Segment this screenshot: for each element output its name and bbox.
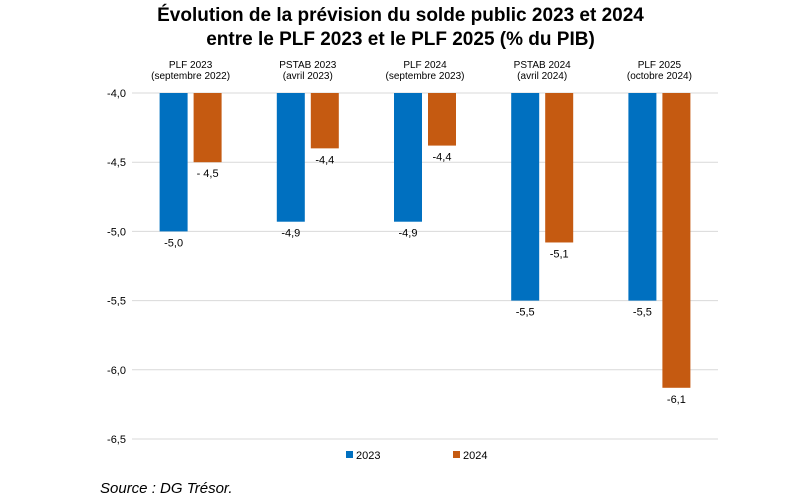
bar-2023	[628, 93, 657, 301]
category-label: (septembre 2022)	[151, 71, 230, 82]
data-label-2024: -4,4	[433, 152, 452, 164]
bar-2024	[310, 93, 339, 149]
category-label: PLF 2023	[169, 60, 213, 71]
data-label-2024: - 4,5	[197, 168, 219, 180]
legend-swatch-2024	[453, 451, 460, 458]
data-label-2023: -5,5	[633, 307, 652, 319]
y-tick-label: -4,5	[107, 157, 126, 169]
source-note: Source : DG Trésor.	[100, 480, 233, 497]
category-label: PLF 2024	[403, 60, 447, 71]
y-tick-label: -6,0	[107, 365, 126, 377]
bar-2024	[545, 93, 574, 243]
legend-swatch-2023	[346, 451, 353, 458]
category-label: (avril 2023)	[283, 71, 333, 82]
legend-label-2024: 2024	[463, 450, 487, 462]
data-label-2023: -4,9	[281, 228, 300, 240]
legend-label-2023: 2023	[356, 450, 380, 462]
chart-title-line1: Évolution de la prévision du solde publi…	[157, 5, 644, 26]
y-tick-label: -6,5	[107, 434, 126, 446]
category-label: (octobre 2024)	[627, 71, 692, 82]
category-label: PSTAB 2023	[279, 60, 337, 71]
y-tick-label: -4,0	[107, 88, 126, 100]
data-label-2023: -5,0	[164, 237, 183, 249]
bar-2023	[276, 93, 305, 222]
y-tick-label: -5,0	[107, 226, 126, 238]
category-label: (septembre 2023)	[386, 71, 465, 82]
chart-title-line2: entre le PLF 2023 et le PLF 2025 (% du P…	[206, 29, 595, 50]
bar-2024	[662, 93, 691, 388]
data-label-2024: -4,4	[315, 154, 334, 166]
bar-2023	[394, 93, 422, 222]
data-label-2024: -6,1	[667, 394, 686, 406]
category-label: (avril 2024)	[517, 71, 567, 82]
category-label: PLF 2025	[638, 60, 682, 71]
y-tick-label: -5,5	[107, 296, 126, 308]
bar-2024	[428, 93, 456, 146]
data-label-2023: -4,9	[399, 228, 418, 240]
data-label-2023: -5,5	[516, 307, 535, 319]
bar-2024	[193, 93, 222, 163]
category-label: PSTAB 2024	[514, 60, 572, 71]
bar-2023	[159, 93, 188, 232]
bar-2023	[511, 93, 540, 301]
data-label-2024: -5,1	[550, 248, 569, 260]
